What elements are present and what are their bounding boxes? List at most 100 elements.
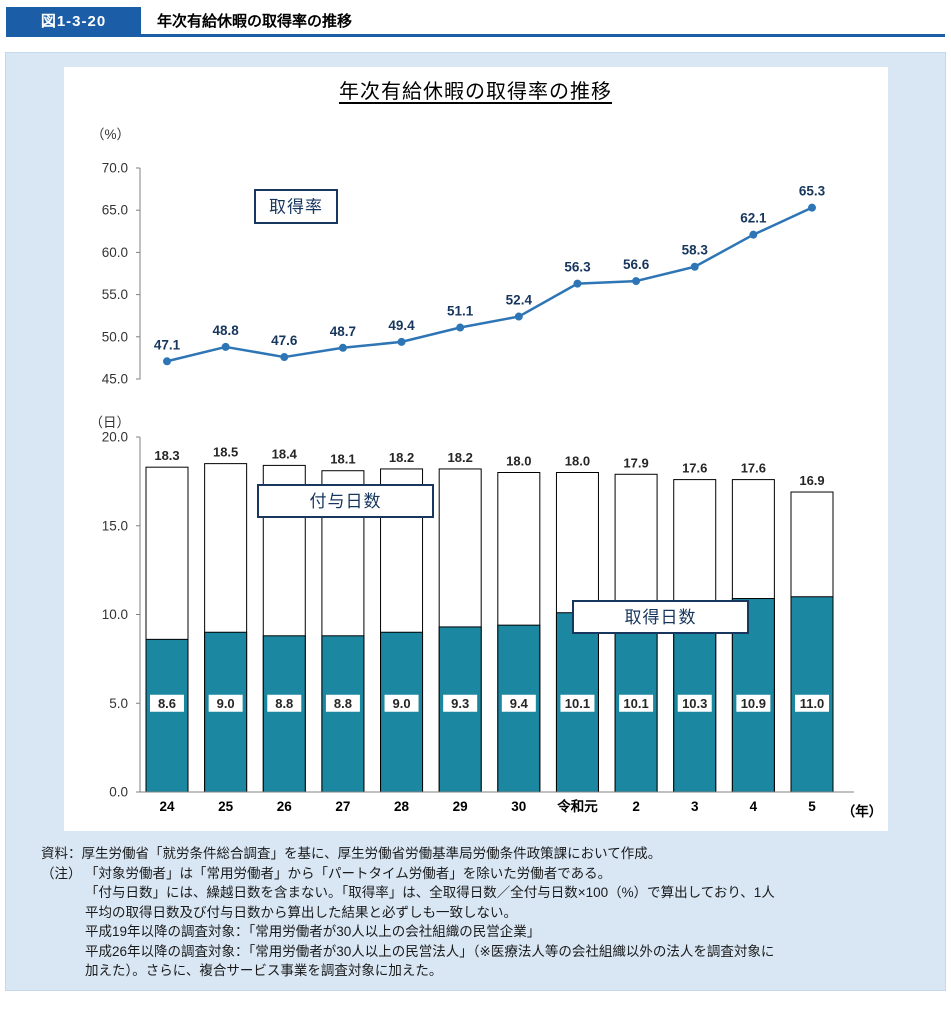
chart-title-text: 年次有給休暇の取得率の推移: [339, 81, 612, 103]
taken-value-label-bg: [325, 694, 360, 712]
rate-point-label: 47.6: [271, 333, 298, 348]
x-category-label: 27: [335, 799, 350, 814]
rate-point-label: 52.4: [505, 293, 532, 308]
granted-series-label: 付与日数: [309, 492, 381, 511]
x-category-label: 令和元: [556, 798, 598, 814]
rate-point-label: 49.4: [388, 318, 415, 333]
taken-bar: [379, 631, 423, 793]
x-category-label: 28: [394, 799, 410, 814]
rate-point-label: 47.1: [153, 337, 180, 352]
x-category-label: 26: [276, 799, 292, 814]
taken-series-label-box: [571, 600, 749, 634]
note-line: 加えた）。さらに、複合サービス事業を調査対象に加えた。: [85, 963, 443, 978]
granted-value-label: 17.9: [623, 455, 648, 470]
figure-number-badge: 図1-3-20: [6, 7, 141, 34]
rate-point-label: 48.8: [212, 323, 239, 338]
rate-point-label: 62.1: [740, 211, 767, 226]
rate-series-label: 取得率: [269, 198, 323, 217]
taken-value-label-bg: [501, 694, 536, 712]
taken-value-label-bg: [618, 694, 653, 712]
x-category-label: 25: [218, 799, 234, 814]
bar-y-tick-label: 20.0: [101, 430, 127, 445]
notes: 資料：厚生労働省「就労条件総合調査」を基に、厚生労働省労働基準局労働条件政策課に…: [41, 844, 925, 981]
days-bar-chart: （日）20.015.010.05.00.018.38.62418.59.0251…: [89, 415, 882, 819]
granted-value-label: 18.0: [506, 454, 531, 469]
rate-point: [279, 353, 288, 362]
rate-point: [162, 357, 171, 366]
taken-bar: [262, 635, 306, 793]
taken-bar: [203, 631, 247, 793]
rate-point: [455, 323, 464, 332]
x-category-label: 3: [690, 799, 698, 814]
granted-value-label: 18.3: [154, 448, 179, 463]
taken-value-label-bg: [677, 694, 712, 712]
rate-point: [338, 343, 347, 352]
rate-point-label: 51.1: [447, 304, 474, 319]
rate-point: [748, 230, 757, 239]
taken-value-label: 9.0: [392, 696, 410, 711]
taken-value-label-bg: [794, 694, 829, 712]
taken-value-label: 10.9: [740, 696, 765, 711]
rate-point: [690, 262, 699, 271]
granted-value-label: 18.5: [212, 445, 237, 460]
rate-point-label: 48.7: [329, 324, 355, 339]
taken-value-label: 9.3: [451, 696, 469, 711]
taken-value-label-bg: [149, 694, 184, 712]
bar-y-axis-unit: （日）: [89, 415, 130, 430]
rate-line: [166, 206, 813, 363]
x-category-label: 24: [159, 799, 175, 814]
granted-value-label: 18.2: [447, 450, 472, 465]
granted-series-label-box: [256, 484, 434, 518]
granted-value-label: 17.6: [682, 461, 707, 476]
taken-value-label: 8.8: [275, 696, 293, 711]
taken-value-label-bg: [735, 694, 770, 712]
source-note: 資料：厚生労働省「就労条件総合調査」を基に、厚生労働省労働基準局労働条件政策課に…: [41, 846, 662, 861]
rate-line-chart: （%） 70.0 65.0 60.0 55.0 50.0 45.0 47.1 48.8 47.6 4…: [90, 127, 825, 387]
taken-bar: [145, 638, 188, 793]
rate-point: [397, 337, 406, 346]
line-y-tick-label: 55.0: [101, 287, 127, 302]
figure-panel: 年次有給休暇の取得率の推移 （%） 70.0 65.0 60.0 55.0 50.0 45.…: [5, 52, 946, 991]
note-marker: （注）: [41, 865, 82, 881]
taken-value-label-bg: [384, 694, 419, 712]
note-line: 平成26年以降の調査対象：「常用労働者が30人以上の民営法人」（※医療法人等の会…: [85, 943, 775, 959]
taken-value-label: 8.8: [333, 696, 351, 711]
bar-y-tick-label: 15.0: [101, 518, 127, 533]
taken-value-label: 10.3: [682, 696, 707, 711]
line-y-tick-label: 45.0: [101, 372, 127, 387]
taken-value-label: 8.6: [157, 696, 175, 711]
bar-y-tick-label: 10.0: [101, 607, 127, 622]
bar-y-tick-label: 5.0: [109, 696, 128, 711]
note-block: （注） 「対象労働者」は「常用労働者」から「パートタイム労働者」を除いた労働者で…: [41, 864, 925, 981]
bar-y-tick-label: 0.0: [109, 785, 128, 800]
taken-series-label: 取得日数: [624, 608, 696, 627]
x-category-label: 29: [452, 799, 467, 814]
taken-bar: [320, 635, 364, 793]
x-axis-unit: （年）: [841, 803, 882, 819]
line-y-axis-unit: （%）: [90, 127, 129, 142]
taken-value-label: 10.1: [564, 696, 589, 711]
note-line: 「付与日数」には、繰越日数を含まない。「取得率」は、全取得日数／全付与日数×10…: [85, 885, 775, 900]
granted-value-label: 18.0: [564, 454, 589, 469]
granted-value-label: 18.4: [271, 446, 297, 461]
rate-series-label-box: [253, 189, 338, 224]
taken-value-label: 10.1: [623, 696, 648, 711]
figure-header: 図1-3-20 年次有給休暇の取得率の推移: [6, 7, 945, 37]
line-y-tick-label: 60.0: [101, 245, 127, 260]
note-line: 平均の取得日数及び付与日数から算出した結果と必ずしも一致しない。: [85, 904, 517, 920]
page: 図1-3-20 年次有給休暇の取得率の推移 年次有給休暇の取得率の推移 （%） 7…: [0, 7, 951, 991]
note-lines: 「対象労働者」は「常用労働者」から「パートタイム労働者」を除いた労働者である。「…: [85, 864, 775, 981]
rate-point: [572, 279, 581, 288]
note-line: 平成19年以降の調査対象：「常用労働者が30人以上の会社組織の民営企業」: [85, 924, 541, 939]
granted-value-label: 18.2: [388, 450, 413, 465]
note-line: 「対象労働者」は「常用労働者」から「パートタイム労働者」を除いた労働者である。: [85, 865, 612, 881]
chart-card: 年次有給休暇の取得率の推移 （%） 70.0 65.0 60.0 55.0 50.0 45.…: [63, 67, 888, 831]
rate-point-label: 56.3: [564, 260, 591, 275]
x-category-label: 4: [749, 799, 757, 814]
figure-header-title: 年次有給休暇の取得率の推移: [157, 13, 353, 30]
rate-point: [631, 277, 640, 286]
taken-value-label: 9.4: [509, 696, 528, 711]
taken-value-label-bg: [559, 694, 594, 712]
x-category-label: 2: [632, 799, 640, 814]
granted-value-label: 17.6: [740, 461, 765, 476]
